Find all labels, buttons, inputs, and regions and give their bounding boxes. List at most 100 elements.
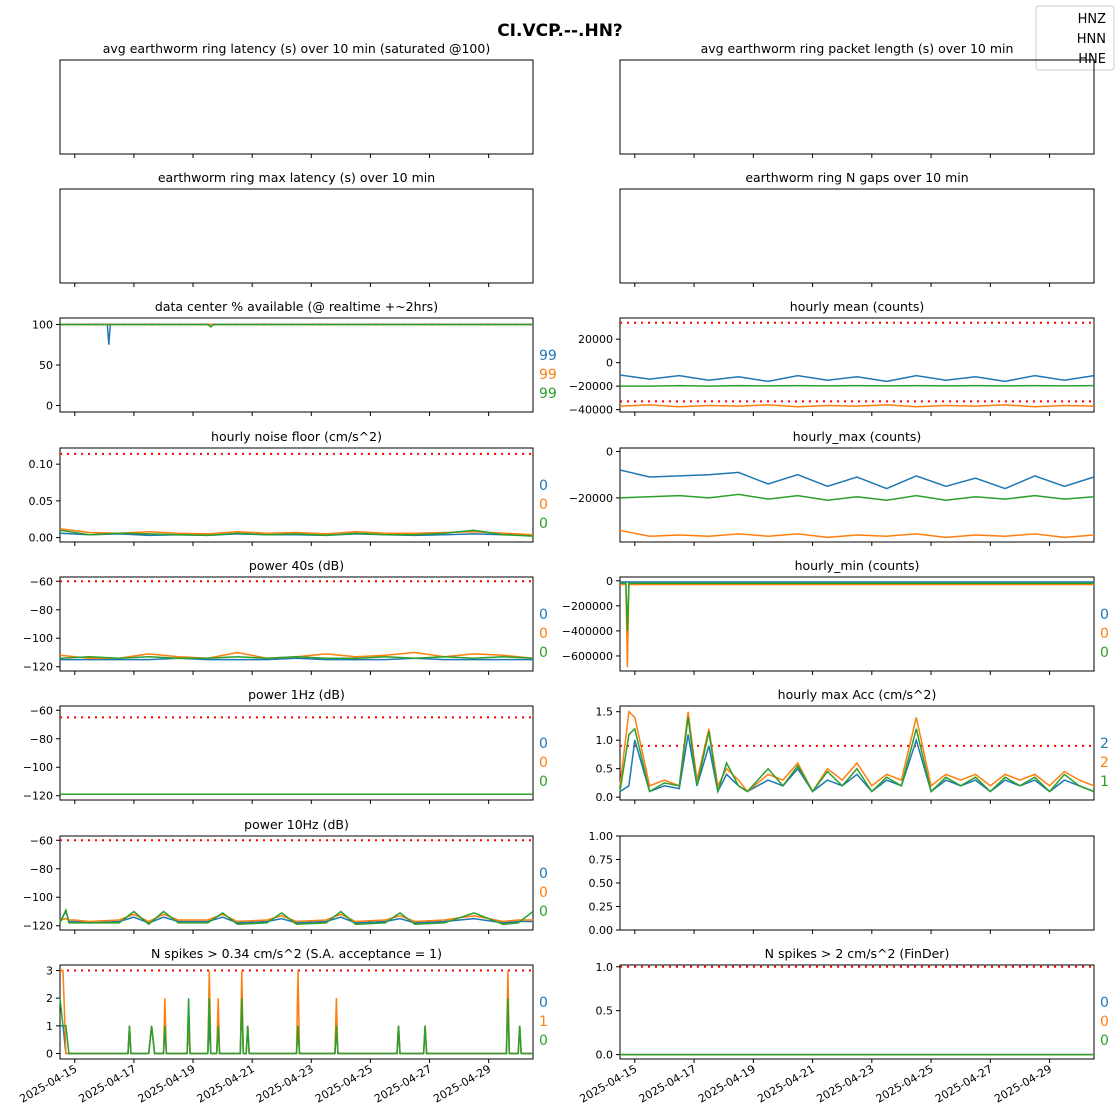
- panel-title: avg earthworm ring latency (s) over 10 m…: [103, 41, 490, 56]
- panel-14: N spikes > 0.34 cm/s^2 (S.A. acceptance …: [17, 946, 548, 1106]
- panel-title: hourly noise floor (cm/s^2): [211, 429, 382, 444]
- panel-title: hourly_min (counts): [795, 558, 920, 573]
- panel-title: power 40s (dB): [249, 558, 344, 573]
- panel-15: N spikes > 2 cm/s^2 (FinDer) 0.0 0.5 1.0 202…: [577, 946, 1108, 1106]
- series-line-hne: [60, 323, 533, 328]
- side-label-hnz: 0: [1100, 995, 1109, 1011]
- side-label-hnn: 0: [539, 626, 548, 642]
- x-tick-label: 2025-04-25: [874, 1062, 936, 1105]
- side-label-hne: 0: [539, 774, 548, 790]
- side-label-hnn: 0: [539, 497, 548, 513]
- side-label-hnn: 1: [539, 1014, 548, 1030]
- side-label-hnz: 0: [539, 995, 548, 1011]
- side-label-hnn: 0: [1100, 626, 1109, 642]
- panel-frame: [619, 447, 1095, 543]
- panel-frame: [59, 835, 534, 931]
- y-tick-label: −400000: [562, 625, 613, 638]
- panel-frame: [59, 964, 534, 1060]
- panel-frame: [59, 705, 534, 801]
- y-tick-label: 0.5: [596, 763, 614, 776]
- series-line-hnz: [60, 657, 533, 661]
- y-tick-label: 1.0: [596, 734, 614, 747]
- y-tick-label: −120: [23, 790, 53, 803]
- y-tick-label: −80: [30, 863, 53, 876]
- series-line-hnz: [619, 734, 1095, 794]
- x-tick-label: 2025-04-29: [431, 1062, 493, 1105]
- side-label-hne: 0: [539, 516, 548, 532]
- panel-frame: [619, 964, 1095, 1060]
- panel-frame: [59, 576, 534, 672]
- panel-title: data center % available (@ realtime +~2h…: [155, 299, 438, 314]
- x-tick-label: 2025-04-17: [637, 1062, 699, 1105]
- x-tick-label: 2025-04-19: [136, 1062, 198, 1105]
- series-line-hne: [619, 717, 1095, 793]
- side-label-hnn: 2: [1100, 755, 1109, 771]
- panel-6: hourly noise floor (cm/s^2) 0.00 0.05 0.10 0…: [29, 429, 548, 546]
- y-tick-label: −60: [30, 575, 53, 588]
- side-label-hnz: 0: [539, 866, 548, 882]
- y-tick-label: 0: [46, 1047, 53, 1060]
- panel-title: N spikes > 0.34 cm/s^2 (S.A. acceptance …: [151, 946, 442, 961]
- panel-5: hourly mean (counts) −40000 −20000 0 20000: [569, 299, 1095, 417]
- y-tick-label: 2: [46, 992, 53, 1005]
- panel-title: hourly_max (counts): [793, 429, 922, 444]
- y-tick-label: −80: [30, 604, 53, 617]
- y-tick-label: 1.0: [596, 961, 614, 974]
- y-tick-label: 0.00: [589, 924, 614, 937]
- series-line-hne: [620, 582, 1094, 631]
- panel-frame: [59, 447, 534, 543]
- panel-8: power 40s (dB) −120 −100 −80 −60 0 0 0: [23, 558, 548, 675]
- side-label-hnz: 99: [539, 348, 557, 364]
- panel-frame: [59, 317, 534, 413]
- legend-entry-hnz: HNZ: [1078, 12, 1107, 27]
- x-tick-label: 2025-04-23: [814, 1062, 876, 1105]
- series-line-hnn: [619, 529, 1095, 539]
- x-tick-label: 2025-04-15: [17, 1062, 79, 1105]
- y-tick-label: −100: [23, 761, 53, 774]
- panel-title: avg earthworm ring packet length (s) ove…: [701, 41, 1014, 56]
- series-line-hne: [59, 998, 533, 1055]
- x-tick-label: 2025-04-19: [696, 1062, 758, 1105]
- panel-2: earthworm ring max latency (s) over 10 m…: [59, 170, 534, 287]
- side-label-hne: 1: [1100, 774, 1109, 790]
- panel-frame: [59, 188, 534, 284]
- series-line-hne: [620, 384, 1095, 387]
- panel-11: hourly max Acc (cm/s^2) 0.0 0.5 1.0 1.5 2 2 1: [596, 687, 1109, 804]
- legend: HNZ HNN HNE: [1035, 5, 1115, 71]
- side-label-hne: 0: [1100, 1033, 1109, 1049]
- series-line-hne: [619, 493, 1095, 501]
- panel-title: earthworm ring max latency (s) over 10 m…: [158, 170, 435, 185]
- y-tick-label: −120: [23, 920, 53, 933]
- y-tick-label: 0.05: [29, 495, 54, 508]
- series-line-hnz: [619, 469, 1095, 490]
- y-tick-label: −200000: [562, 600, 613, 613]
- panel-title: power 1Hz (dB): [248, 687, 345, 702]
- y-tick-label: 0.0: [596, 791, 614, 804]
- series-line-hne: [59, 907, 534, 926]
- panel-frame: [619, 188, 1095, 284]
- panel-title: power 10Hz (dB): [244, 817, 349, 832]
- panel-frame: [619, 317, 1095, 413]
- y-tick-label: 0.10: [29, 458, 54, 471]
- y-tick-label: 1: [46, 1020, 53, 1033]
- x-tick-label: 2025-04-27: [933, 1062, 995, 1105]
- side-label-hne: 0: [539, 1033, 548, 1049]
- side-label-hnz: 0: [539, 478, 548, 494]
- legend-entry-hnn: HNN: [1077, 32, 1106, 47]
- x-tick-label: 2025-04-27: [372, 1062, 434, 1105]
- panel-7: hourly_max (counts) −20000 0: [569, 429, 1095, 546]
- x-tick-label: 2025-04-23: [254, 1062, 316, 1105]
- y-tick-label: 1.00: [589, 830, 614, 843]
- y-tick-label: 0.75: [589, 854, 614, 867]
- panel-9: hourly_min (counts) −600000 −400000 −200000…: [562, 558, 1109, 675]
- y-tick-label: 20000: [578, 333, 613, 346]
- y-tick-label: 0: [46, 400, 53, 413]
- y-tick-label: 0.0: [596, 1049, 614, 1062]
- series-line-hnn: [620, 583, 1094, 668]
- series-line-hnz: [619, 374, 1095, 383]
- series-line-hnz: [60, 323, 533, 345]
- x-tick-label: 2025-04-29: [992, 1062, 1054, 1105]
- panel-frame: [619, 705, 1095, 801]
- panel-title: earthworm ring N gaps over 10 min: [745, 170, 968, 185]
- y-tick-label: −80: [30, 733, 53, 746]
